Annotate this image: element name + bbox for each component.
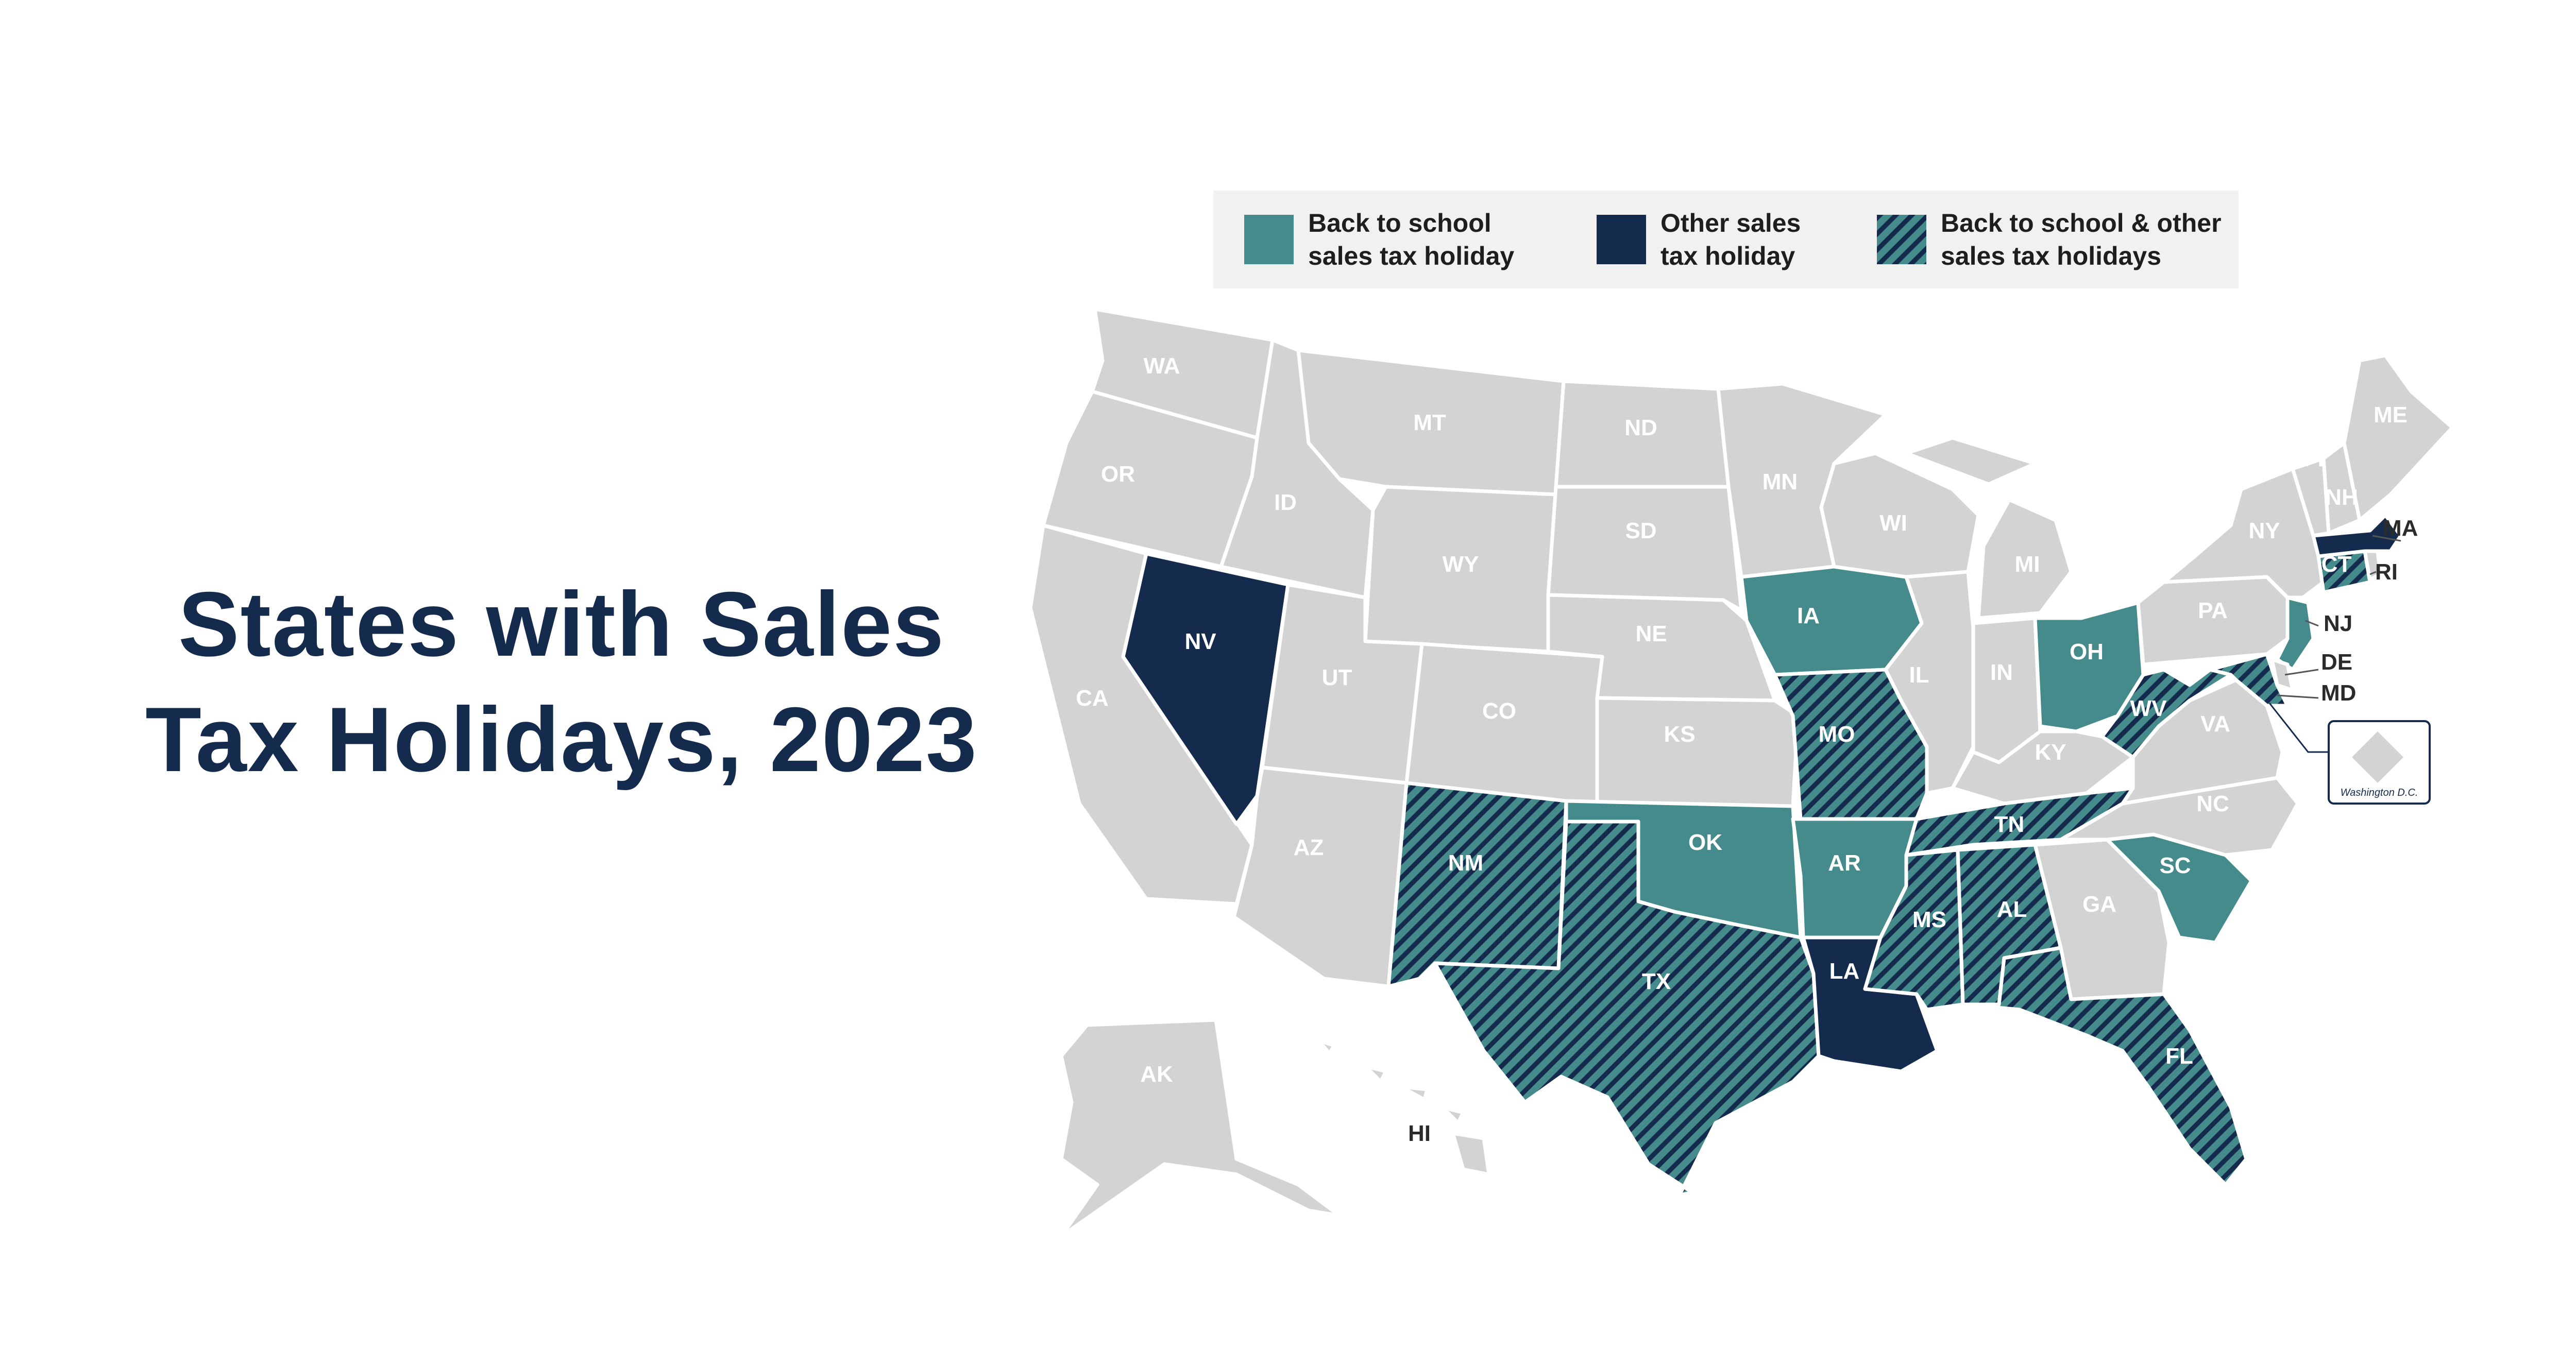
state-label-ak: AK: [1140, 1062, 1173, 1087]
state-label-tx: TX: [1642, 969, 1671, 994]
state-label-il: IL: [1909, 662, 1929, 688]
state-label-nc: NC: [2196, 791, 2229, 816]
state-me: [2342, 353, 2454, 522]
legend-label-both-line1: Back to school & other: [1941, 209, 2222, 237]
state-label-ks: KS: [1664, 722, 1695, 747]
page-title-line2: Tax Holidays, 2023: [145, 688, 978, 791]
state-ks: [1595, 696, 1800, 808]
state-label-hi: HI: [1408, 1121, 1431, 1146]
state-label-ct: CT: [2321, 552, 2352, 577]
legend-label-back-to-school-line2: sales tax holiday: [1308, 242, 1515, 270]
state-label-fl: FL: [2165, 1044, 2193, 1069]
state-label-ar: AR: [1828, 850, 1861, 876]
state-label-in: IN: [1990, 660, 2013, 685]
state-il: [1884, 570, 1975, 795]
legend-label-both-line2: sales tax holidays: [1941, 242, 2162, 270]
state-nv: [1121, 552, 1290, 826]
state-label-al: AL: [1997, 897, 2027, 922]
state-label-ky: KY: [2035, 740, 2066, 765]
state-label-md: MD: [2321, 680, 2356, 706]
dc-inset: Washington D.C.: [2328, 720, 2431, 805]
state-label-nj: NJ: [2324, 611, 2352, 636]
state-ma: [2311, 513, 2403, 558]
state-label-ga: GA: [2082, 892, 2116, 917]
state-label-ia: IA: [1797, 603, 1820, 628]
state-label-sc: SC: [2159, 853, 2191, 878]
state-label-oh: OH: [2070, 639, 2104, 664]
legend-item-back-to-school: Back to school sales tax holiday: [1244, 207, 1566, 272]
state-hi: [1317, 1038, 1491, 1176]
state-label-mt: MT: [1413, 410, 1446, 435]
state-label-ma: MA: [2383, 516, 2418, 541]
state-label-tn: TN: [1994, 812, 2025, 837]
state-nm: [1386, 781, 1568, 988]
legend-label-other-line2: tax holiday: [1660, 242, 1795, 270]
state-co: [1404, 642, 1604, 808]
state-label-nv: NV: [1184, 629, 1216, 654]
legend-item-both: Back to school & other sales tax holiday…: [1877, 207, 2260, 272]
state-label-co: CO: [1482, 698, 1516, 724]
page-title: States with Sales Tax Holidays, 2023: [118, 567, 1005, 797]
state-az: [1232, 765, 1409, 988]
state-label-mn: MN: [1762, 469, 1798, 494]
state-label-nh: NH: [2325, 485, 2358, 510]
state-label-ri: RI: [2375, 559, 2398, 585]
legend-swatch-other: [1597, 215, 1646, 264]
state-label-vt: VT: [2299, 446, 2328, 471]
state-de: [2270, 657, 2295, 692]
state-label-az: AZ: [1294, 835, 1324, 860]
state-label-wi: WI: [1879, 510, 1907, 536]
state-label-ut: UT: [1322, 665, 1352, 690]
legend-item-other: Other sales tax holiday: [1597, 207, 1846, 272]
state-ak: [1059, 1018, 1342, 1238]
state-label-ok: OK: [1688, 830, 1722, 855]
state-label-de: DE: [2321, 650, 2352, 675]
state-label-ny: NY: [2248, 518, 2280, 543]
state-mi: [1904, 436, 2073, 620]
legend: Back to school sales tax holiday Other s…: [1213, 191, 2239, 288]
page-title-line1: States with Sales: [178, 573, 945, 675]
state-label-sd: SD: [1625, 518, 1656, 543]
state-tx: [1433, 820, 1821, 1197]
state-label-mo: MO: [1819, 722, 1855, 747]
legend-swatch-both: [1877, 215, 1926, 264]
state-label-id: ID: [1274, 490, 1297, 515]
state-label-nd: ND: [1624, 415, 1657, 440]
state-label-ms: MS: [1912, 907, 1946, 932]
state-label-wa: WA: [1144, 353, 1180, 379]
state-label-wv: WV: [2130, 696, 2167, 721]
state-label-pa: PA: [2198, 598, 2228, 623]
legend-swatch-back-to-school: [1244, 215, 1294, 264]
legend-label-back-to-school-line1: Back to school: [1308, 209, 1492, 237]
state-nj: [2275, 595, 2315, 672]
state-label-or: OR: [1101, 462, 1135, 487]
state-label-nm: NM: [1448, 850, 1483, 876]
state-md: [2208, 652, 2290, 708]
dc-inset-label: Washington D.C.: [2341, 787, 2418, 798]
state-labels: WA OR CA NV ID MT WY UT AZ CO NM ND SD NE KS OK TX MN IA MO…: [1076, 353, 2418, 1146]
state-fl: [1961, 946, 2248, 1187]
state-label-la: LA: [1829, 959, 1860, 984]
state-label-ne: NE: [1635, 621, 1667, 646]
state-label-me: ME: [2374, 402, 2408, 428]
state-label-wy: WY: [1443, 552, 1479, 577]
state-sd: [1546, 485, 1743, 612]
state-label-mi: MI: [2015, 552, 2040, 577]
state-label-va: VA: [2200, 711, 2230, 737]
legend-label-other-line1: Other sales: [1660, 209, 1801, 237]
state-label-ca: CA: [1076, 686, 1109, 711]
